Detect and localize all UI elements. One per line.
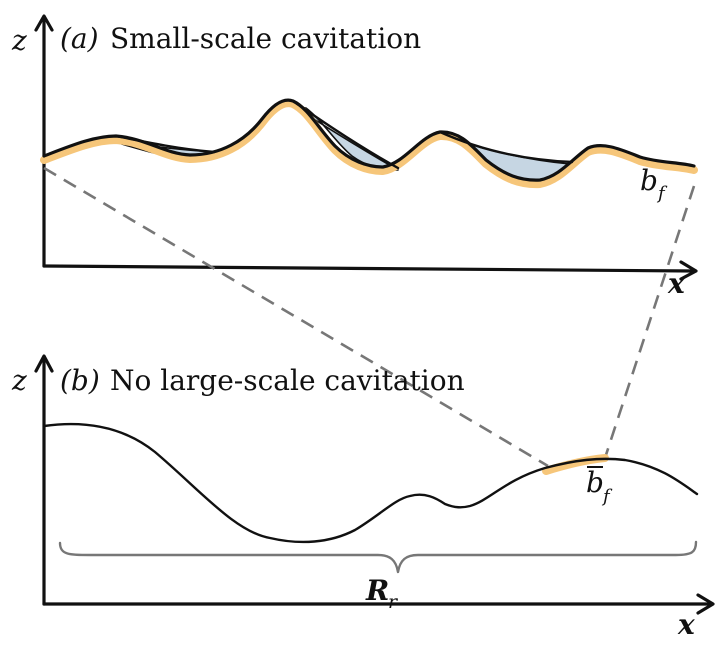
connector-right	[603, 185, 696, 459]
connector-left	[43, 166, 549, 468]
panel-a-b-sub: f	[656, 183, 668, 204]
panel-a-tag: (a)	[60, 22, 99, 55]
panel-a-x-axis-arrow	[679, 260, 698, 281]
ice-line-a	[114, 99, 574, 170]
bed-profile-a	[42, 98, 696, 182]
panel-a-z-axis-arrow	[34, 14, 54, 32]
panel-a: z (a) Small-scale cavitation x b f	[11, 14, 698, 300]
panel-b-b-label: b	[586, 466, 604, 499]
panel-a-z-label: z	[11, 24, 27, 57]
panel-b-tag: (b)	[60, 364, 100, 397]
range-brace	[58, 540, 698, 574]
panel-b-x-axis-arrow	[696, 593, 715, 615]
panel-b: z (b) No large-scale cavitation x b f R …	[11, 354, 715, 641]
panel-b-r-sub: r	[388, 591, 399, 613]
bed-highlight-a	[40, 99, 698, 189]
panel-b-b-sub: f	[601, 486, 613, 507]
panel-b-z-label: z	[11, 364, 27, 397]
panel-b-r-label: R	[365, 574, 389, 607]
panel-a-x-axis	[42, 264, 696, 273]
panel-a-title: Small-scale cavitation	[110, 22, 421, 55]
panel-b-z-axis-arrow	[34, 354, 54, 373]
panel-b-x-label: x	[677, 608, 695, 641]
panel-a-x-label: x	[667, 267, 685, 300]
panel-b-title: No large-scale cavitation	[110, 364, 465, 397]
bed-profile-b	[42, 422, 699, 544]
panel-a-b-label: b	[640, 164, 658, 197]
